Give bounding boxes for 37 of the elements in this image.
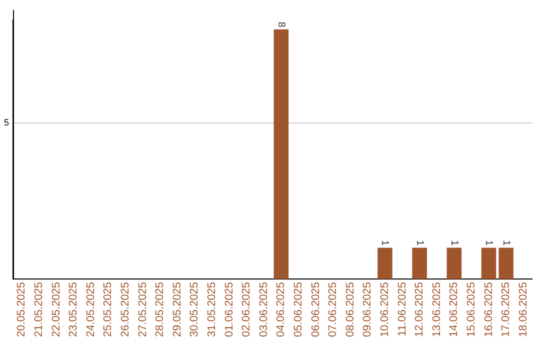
x-tick-label: 02.06.2025	[240, 282, 253, 338]
data-label: 1	[448, 240, 460, 246]
x-tick-label: 18.06.2025	[517, 282, 530, 338]
data-label: 1	[379, 240, 390, 246]
data-label: 1	[500, 240, 512, 246]
x-tick-label: 21.05.2025	[32, 282, 45, 338]
x-tick-label: 05.06.2025	[292, 282, 304, 338]
x-tick-label: 12.06.2025	[414, 282, 426, 338]
x-tick-label: 15.06.2025	[465, 282, 478, 338]
x-tick-label: 28.05.2025	[154, 282, 166, 338]
x-tick-label: 25.05.2025	[102, 282, 114, 338]
data-label: 1	[414, 240, 425, 246]
x-tick-label: 11.06.2025	[396, 282, 408, 336]
x-tick-label: 16.06.2025	[482, 282, 495, 338]
x-tick-label: 31.05.2025	[206, 282, 218, 338]
x-tick-label: 08.06.2025	[344, 282, 356, 338]
x-tick-label: 20.05.2025	[16, 282, 28, 338]
y-tick-label: 5	[4, 117, 10, 128]
x-tick-label: 24.05.2025	[84, 282, 97, 338]
x-tick-label: 07.06.2025	[327, 282, 340, 338]
x-tick-label: 30.05.2025	[188, 282, 201, 338]
x-tick-label: 13.06.2025	[430, 282, 443, 338]
x-tick-label: 23.05.2025	[68, 282, 80, 338]
data-label: 1	[483, 240, 494, 246]
x-tick-label: 29.05.2025	[171, 282, 184, 338]
x-tick-label: 03.06.2025	[258, 282, 270, 338]
x-tick-label: 04.06.2025	[275, 282, 288, 338]
x-tick-label: 14.06.2025	[448, 282, 460, 338]
x-tick-label: 09.06.2025	[362, 282, 374, 338]
x-tick-label: 17.06.2025	[500, 282, 512, 338]
x-tick-label: 01.06.2025	[223, 282, 236, 338]
x-tick-label: 27.05.2025	[136, 282, 149, 338]
x-tick-label: 22.05.2025	[50, 282, 62, 338]
x-tick-label: 06.06.2025	[310, 282, 322, 338]
x-tick-label: 10.06.2025	[378, 282, 391, 338]
x-tick-label: 26.05.2025	[119, 282, 132, 338]
data-label: 8	[275, 22, 286, 28]
